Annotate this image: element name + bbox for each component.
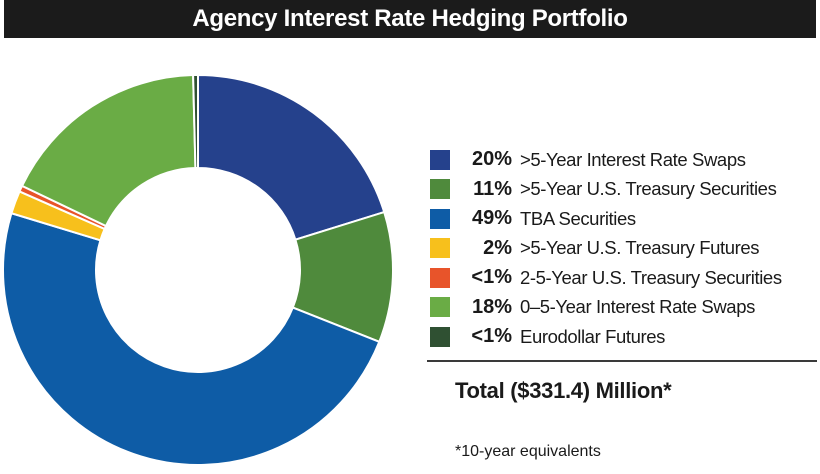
- legend-swatch: [430, 208, 450, 229]
- legend-swatch: [430, 149, 450, 170]
- legend-item-interest-rate-swaps-5yr: 20% >5-Year Interest Rate Swaps: [430, 145, 810, 175]
- legend-swatch: [430, 179, 450, 200]
- donut-slice-6: [192, 73, 199, 170]
- divider: [427, 360, 817, 362]
- legend-percent: 11%: [473, 177, 512, 200]
- donut-slice-5: [20, 74, 197, 228]
- legend-label: Eurodollar Futures: [520, 325, 665, 347]
- donut-slice-2: [2, 211, 381, 466]
- donut-slice-0: [197, 73, 386, 241]
- legend-item-treasury-futures: 2% >5-Year U.S. Treasury Futures: [430, 234, 810, 264]
- legend-item-treasury-securities-5yr: 11% >5-Year U.S. Treasury Securities: [430, 175, 810, 205]
- legend-swatch: [430, 238, 450, 259]
- legend-percent: 49%: [471, 207, 512, 230]
- total-amount: Total ($331.4) Million*: [455, 378, 672, 403]
- legend-percent: <1%: [471, 266, 512, 289]
- legend-percent: 2%: [483, 236, 512, 259]
- legend-label: 0–5-Year Interest Rate Swaps: [520, 296, 755, 318]
- legend-percent: 20%: [471, 148, 512, 171]
- legend: 20% >5-Year Interest Rate Swaps 11% >5-Y…: [430, 145, 810, 352]
- chart-title: Agency Interest Rate Hedging Portfolio: [4, 0, 816, 38]
- legend-swatch: [430, 267, 450, 288]
- legend-percent: <1%: [471, 325, 512, 348]
- legend-label: 2-5-Year U.S. Treasury Securities: [520, 266, 782, 288]
- legend-label: >5-Year Interest Rate Swaps: [520, 148, 746, 170]
- legend-swatch: [430, 326, 450, 347]
- footnote: *10-year equivalents: [455, 443, 601, 460]
- legend-item-treasury-securities-2-5yr: <1% 2-5-Year U.S. Treasury Securities: [430, 263, 810, 293]
- donut-chart: [2, 73, 394, 466]
- legend-label: TBA Securities: [520, 207, 636, 229]
- legend-item-interest-rate-swaps-0-5yr: 18% 0–5-Year Interest Rate Swaps: [430, 293, 810, 323]
- legend-item-eurodollar-futures: <1% Eurodollar Futures: [430, 322, 810, 352]
- legend-label: >5-Year U.S. Treasury Securities: [520, 178, 777, 200]
- legend-item-tba-securities: 49% TBA Securities: [430, 204, 810, 234]
- legend-percent: 18%: [471, 295, 512, 318]
- legend-label: >5-Year U.S. Treasury Futures: [520, 237, 760, 259]
- legend-swatch: [430, 297, 450, 318]
